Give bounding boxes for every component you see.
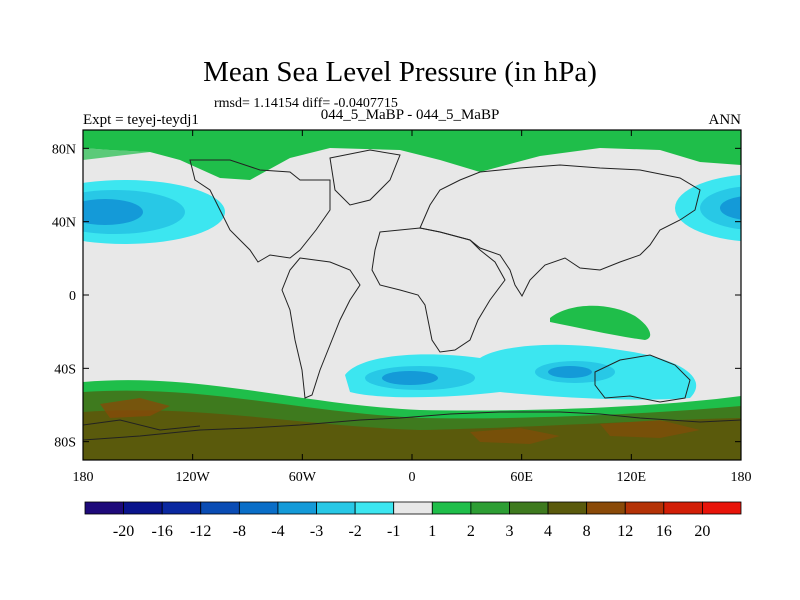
colorbar-label: -20 [113,523,134,540]
colorbar-label: -1 [387,523,400,540]
arctic-edge [83,148,150,160]
coastline-south-america [281,257,361,399]
coastline-north-america [189,159,331,263]
y-tick-label: 80N [52,142,76,157]
colorbar-swatch [161,501,202,515]
colorbar-swatch [238,501,279,515]
map-field [83,130,741,460]
colorbar-label: 2 [467,523,475,540]
colorbar-swatch [277,501,317,515]
experiment-label: Expt = teyej-teydj1 [83,112,199,128]
colorbar-swatch [547,501,588,515]
coastline-africa [371,227,506,353]
coastline-antarctic-peninsula [83,419,201,431]
colorbar-swatch [586,501,626,515]
colorbar-swatch [123,501,163,515]
coastline-australia [594,354,691,403]
coastline-antarctica [83,411,741,441]
coastline-eurasia [419,164,701,298]
colorbar-swatch [354,501,395,515]
colorbar-label: -3 [310,523,323,540]
x-tick-label: 180 [731,470,752,485]
antarctic-patch-8 [100,398,170,418]
antarctic-patch-8 [470,428,560,444]
colorbar-label: 8 [583,523,591,540]
colorbar-swatch [200,501,240,515]
colorbar-swatch [316,501,356,515]
colorbar-label: 3 [505,523,513,540]
colorbar-label: -4 [271,523,284,540]
x-tick-label: 60W [289,470,317,485]
x-tick-label: 120W [176,470,211,485]
y-tick-label: 80S [54,436,76,451]
colorbar-label: 12 [617,523,633,540]
colorbar-label: 1 [428,523,436,540]
colorbar-label: 4 [544,523,552,540]
north-pacific-low-east-3 [720,196,741,220]
colorbar-swatch [470,501,510,515]
colorbar-swatch [393,501,433,515]
colorbar-swatch [509,501,549,515]
north-pacific-low-3 [83,199,143,225]
colorbar-swatch [663,501,703,515]
colorbar-swatch [84,501,124,515]
colorbar-swatch [431,501,472,515]
map-axes: 180 120W 60W 0 60E 120E 180 80N 40N 0 40S 80S [52,130,752,485]
colorbar-swatch [702,501,742,515]
south-indian-high [550,305,651,340]
colorbar-label: 16 [656,523,672,540]
colorbar-label: -8 [233,523,246,540]
chart-title: Mean Sea Level Pressure (in hPa) [203,56,597,88]
chart-subtitle: 044_5_MaBP - 044_5_MaBP [320,107,500,123]
colorbar-label: -2 [348,523,361,540]
coastlines [83,149,741,441]
x-tick-label: 180 [73,470,94,485]
southern-ocean-low-east-3 [548,366,592,378]
y-tick-label: 40S [54,362,76,377]
antarctic-patch-8 [600,420,700,438]
x-tick-label: 60E [510,470,533,485]
colorbar: -20 -16 -12 -8 -4 -3 -2 -1 1 2 3 4 8 12 16 20 [84,501,742,540]
colorbar-label: 20 [694,523,710,540]
rmsd-diff-line: rmsd= 1.14154 diff= -0.0407715 [214,96,398,111]
x-tick-label: 120E [617,470,647,485]
antarctic-band-4 [83,410,741,460]
southern-ocean-low-3 [382,371,438,385]
season-label: ANN [708,112,742,128]
arctic-band-1 [83,130,741,180]
colorbar-label: -16 [152,523,173,540]
y-tick-label: 40N [52,216,76,231]
colorbar-label: -12 [190,523,211,540]
coastline-greenland [329,149,401,206]
colorbar-swatch [624,501,665,515]
y-tick-label: 0 [69,289,76,304]
x-tick-label: 0 [409,470,416,485]
